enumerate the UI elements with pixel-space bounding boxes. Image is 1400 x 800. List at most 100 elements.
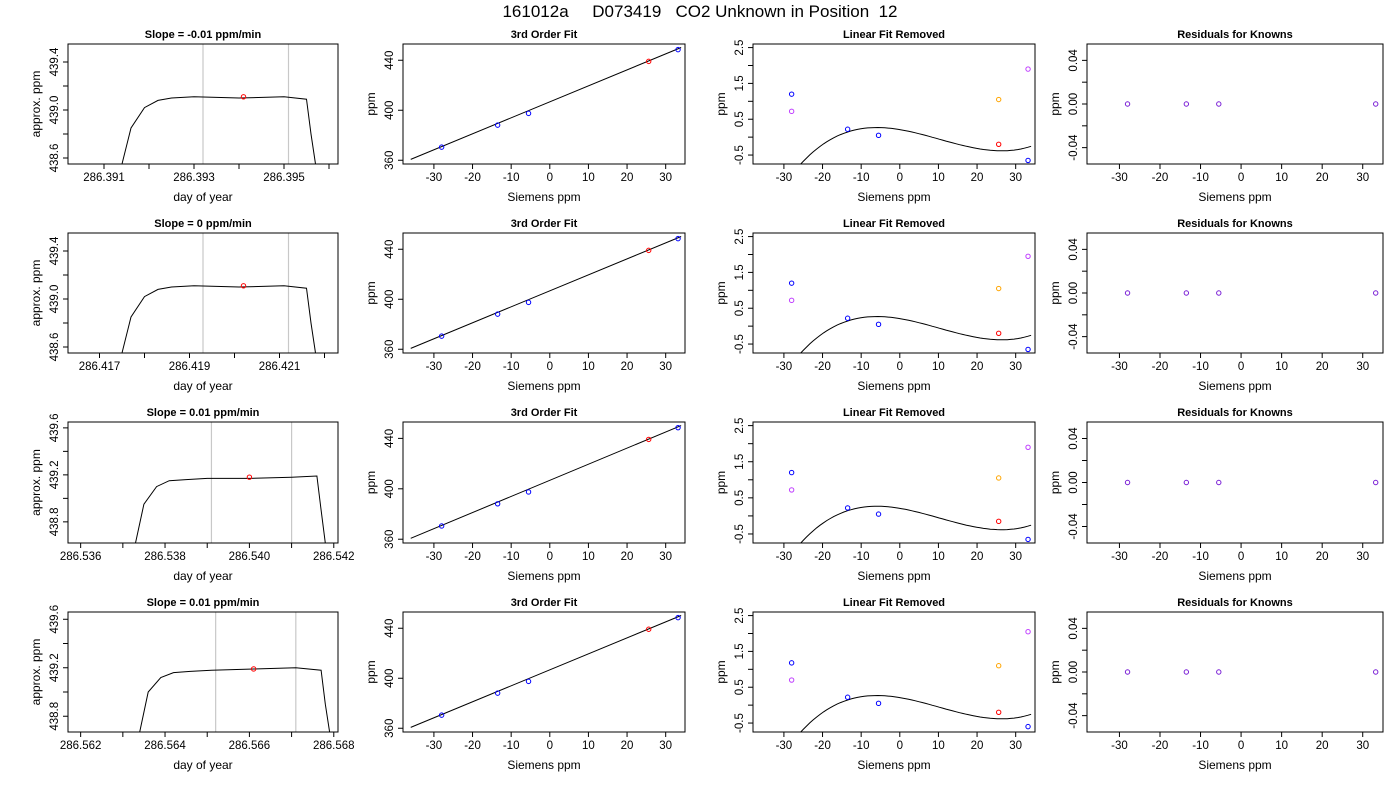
y-tick-label: 439.0: [49, 96, 61, 125]
average-marker: [250, 666, 257, 672]
trace-line: [121, 96, 316, 164]
y-tick-label: 0.00: [1068, 282, 1080, 304]
data-point-blue: [494, 122, 501, 128]
data-point-red: [645, 626, 652, 632]
data-point-blue: [438, 523, 445, 529]
y-tick-label: 0.5: [734, 679, 746, 695]
x-tick-label: 30: [1009, 361, 1022, 373]
x-axis-label: Siemens ppm: [857, 569, 930, 583]
y-tick-label: 400: [384, 479, 396, 498]
x-tick-label: 30: [659, 551, 672, 563]
data-point-blue: [844, 694, 851, 700]
x-tick-label: -20: [814, 551, 831, 563]
data-point-blue: [525, 489, 532, 495]
panel-title: Linear Fit Removed: [843, 218, 945, 230]
x-tick-label: -30: [1111, 551, 1128, 563]
y-tick-label: 1.5: [734, 264, 746, 280]
x-tick-label: -30: [776, 551, 793, 563]
x-axis-label: Siemens ppm: [857, 379, 930, 393]
y-tick-label: 0.00: [1068, 661, 1080, 683]
fit-curve: [800, 315, 1032, 353]
panel-residual-fit-row1: Linear Fit Removed -30 -20 -10 0 10 20 30 -0.5 0.…: [714, 29, 1036, 204]
data-point-purple: [1216, 669, 1222, 675]
x-tick-label: 286.540: [229, 551, 271, 563]
y-tick-label: 400: [384, 101, 396, 120]
x-tick-label: 286.395: [263, 172, 305, 184]
y-axis-label: ppm: [714, 92, 728, 115]
x-tick-label: 286.393: [173, 172, 215, 184]
x-tick-label: 10: [1275, 740, 1288, 752]
y-tick-label: 439.2: [49, 460, 61, 489]
plot-area: [139, 666, 331, 732]
y-tick-label: 1.5: [734, 643, 746, 659]
data-point-blue: [1025, 723, 1031, 730]
y-tick-label: -0.04: [1068, 702, 1080, 729]
y-tick-label: 440: [384, 619, 396, 638]
y-axis-label: ppm: [714, 281, 728, 304]
data-point-blue: [1025, 536, 1031, 543]
x-tick-label: -10: [853, 361, 870, 373]
plot-frame: [402, 611, 686, 733]
x-tick-label: -20: [814, 172, 831, 184]
data-point-blue: [438, 712, 445, 718]
plot-frame: [752, 232, 1036, 354]
y-tick-label: 2.5: [734, 40, 746, 56]
y-tick-label: 440: [384, 429, 396, 448]
y-axis-label: approx. ppm: [29, 449, 43, 516]
data-point-blue: [875, 321, 882, 328]
x-axis-label: day of year: [173, 190, 232, 204]
x-tick-label: -20: [814, 361, 831, 373]
x-tick-label: 286.538: [144, 551, 186, 563]
data-point-blue: [675, 424, 681, 431]
x-tick-label: 30: [659, 172, 672, 184]
y-tick-label: 360: [384, 151, 396, 170]
x-tick-label: -20: [1152, 551, 1169, 563]
x-tick-label: 30: [1356, 361, 1369, 373]
x-tick-label: -20: [1152, 172, 1169, 184]
x-tick-label: 30: [1356, 551, 1369, 563]
panel-title: Linear Fit Removed: [843, 407, 945, 419]
panel-title: Slope = 0 ppm/min: [154, 218, 252, 230]
y-axis-label: approx. ppm: [29, 71, 43, 138]
data-point-purple: [1124, 479, 1131, 486]
panel-title: Slope = 0.01 ppm/min: [147, 407, 260, 419]
y-tick-label: 0.00: [1068, 471, 1080, 493]
x-tick-label: 286.536: [60, 551, 102, 563]
panel-title: Residuals for Knowns: [1177, 218, 1293, 230]
y-tick-label: 0.5: [734, 111, 746, 127]
x-tick-label: 20: [971, 172, 984, 184]
x-axis-label: Siemens ppm: [1198, 569, 1271, 583]
y-axis-label: ppm: [364, 660, 378, 683]
y-tick-label: -0.5: [734, 524, 746, 544]
data-point-blue: [494, 690, 501, 696]
y-tick-label: 0.5: [734, 490, 746, 506]
plot-frame: [1086, 421, 1384, 544]
x-tick-label: 10: [932, 172, 945, 184]
x-tick-label: 30: [659, 361, 672, 373]
plot-frame: [67, 232, 339, 354]
data-point-violet: [788, 677, 795, 683]
x-tick-label: 0: [547, 172, 553, 184]
x-tick-label: -30: [776, 172, 793, 184]
plot-frame: [402, 43, 686, 165]
plot-area: [410, 235, 682, 349]
y-tick-label: 440: [384, 240, 396, 259]
x-axis-label: Siemens ppm: [857, 190, 930, 204]
x-tick-label: -10: [853, 551, 870, 563]
x-tick-label: -30: [1111, 361, 1128, 373]
x-tick-label: -20: [1152, 361, 1169, 373]
data-point-red: [645, 436, 652, 443]
x-tick-label: 20: [1316, 172, 1329, 184]
data-point-red: [645, 247, 652, 254]
y-tick-label: 0.04: [1068, 427, 1080, 450]
y-axis-label: ppm: [364, 471, 378, 494]
x-tick-label: -30: [1111, 740, 1128, 752]
data-point-purple: [1183, 101, 1190, 107]
panel-fit-row4: 3rd Order Fit -30 -20 -10 0 10 20 30 360 400 440 Si…: [364, 597, 686, 772]
data-point-purple: [1216, 101, 1222, 107]
plot-frame: [67, 421, 339, 544]
panel-title: Slope = -0.01 ppm/min: [145, 29, 262, 41]
y-tick-label: -0.5: [734, 334, 746, 354]
data-point-blue: [788, 469, 795, 476]
